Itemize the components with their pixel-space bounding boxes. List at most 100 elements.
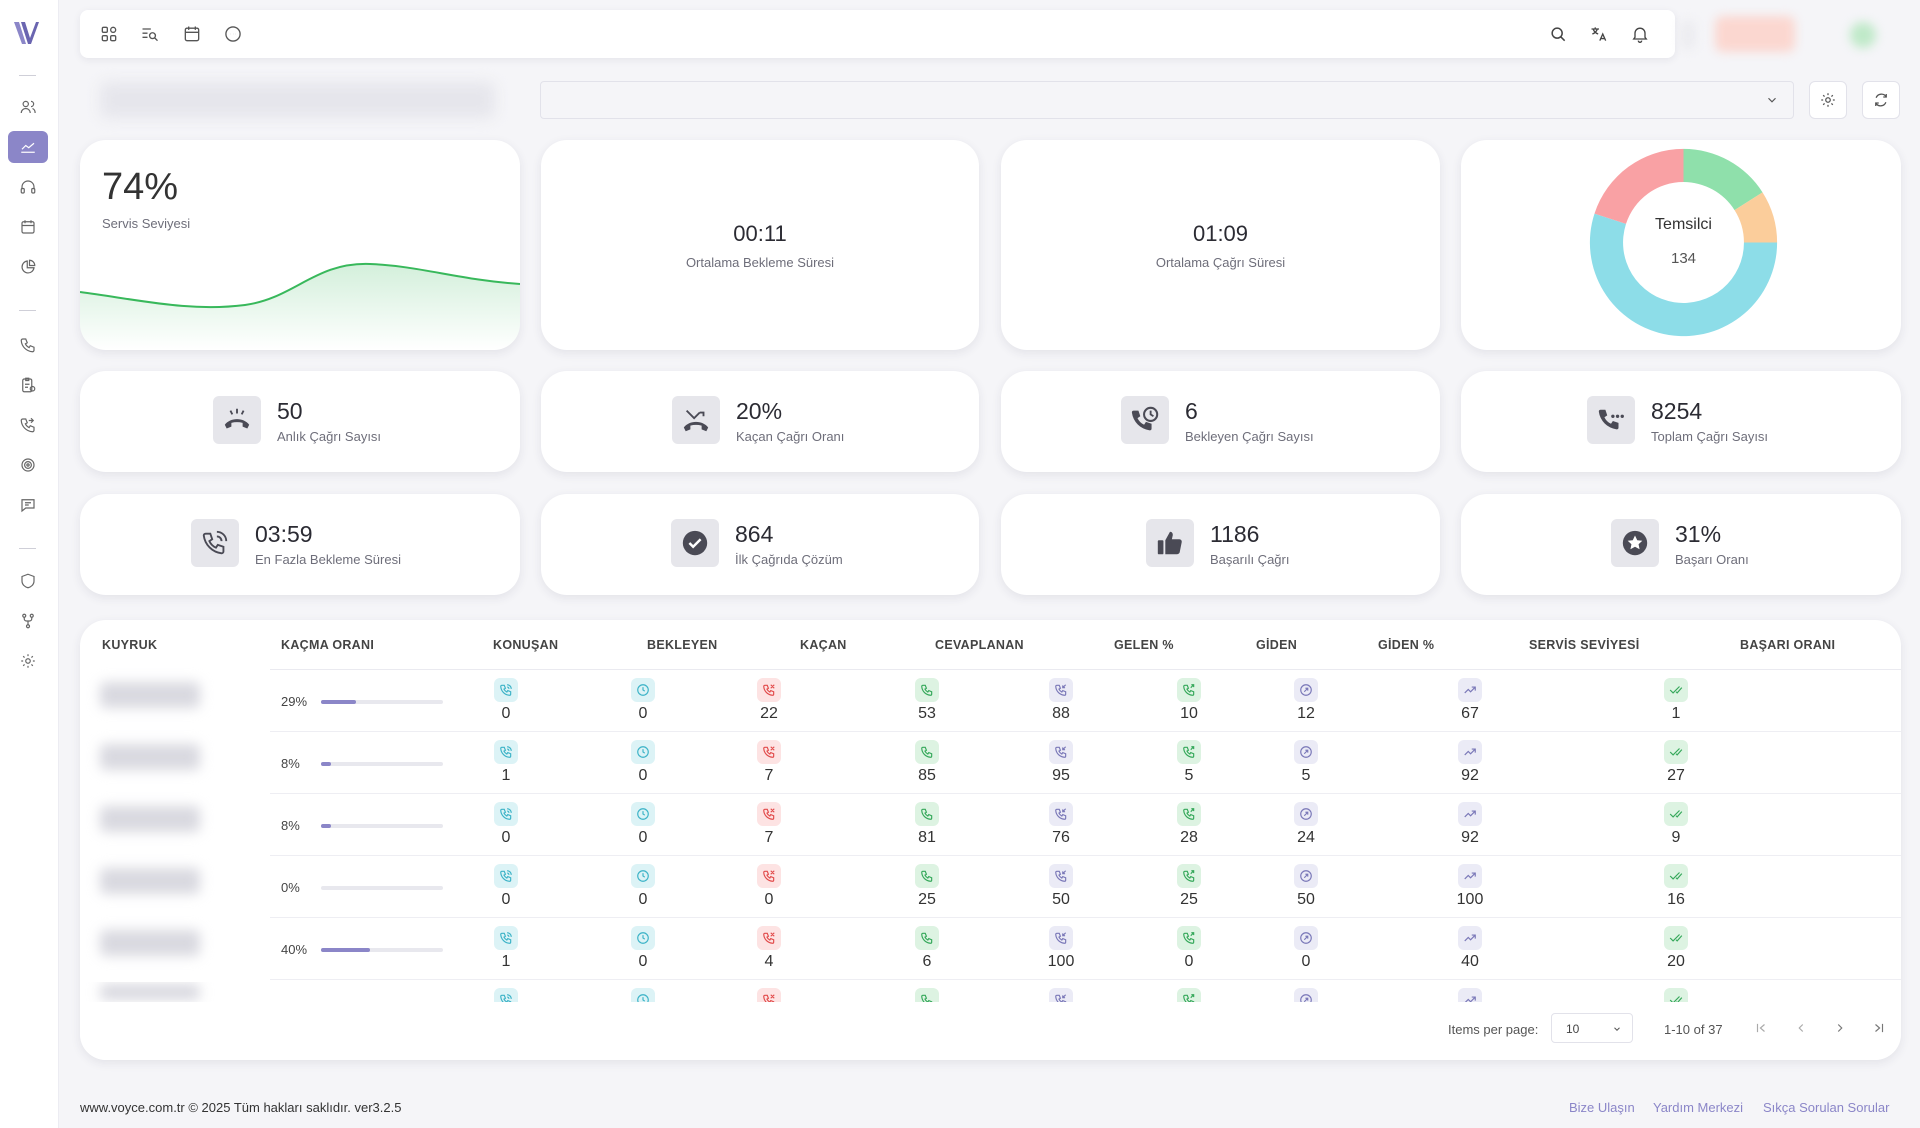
- calendar-button[interactable]: [181, 23, 203, 45]
- table-row[interactable]: 40% 1 0 4 6 100 0 0 40 20: [80, 918, 1901, 980]
- chevron-left-icon: [1798, 1024, 1804, 1032]
- column-header[interactable]: KONUŞAN: [493, 638, 559, 652]
- queue-filter-select[interactable]: [540, 81, 1794, 119]
- pagination-range: 1-10 of 37: [1664, 1022, 1723, 1037]
- table-cell: 81: [897, 802, 957, 847]
- refresh-button[interactable]: [1862, 81, 1900, 119]
- talking-phone-icon-box: [494, 802, 518, 826]
- trend-up-icon: [1464, 996, 1476, 1002]
- sidebar-item-users[interactable]: [8, 91, 48, 123]
- last-page-button[interactable]: [1868, 1017, 1890, 1039]
- table-cell: 40: [1440, 926, 1500, 971]
- clock-icon-box: [631, 926, 655, 950]
- stat-label: Anlık Çağrı Sayısı: [277, 429, 382, 444]
- sidebar-item-flows[interactable]: [8, 605, 48, 637]
- table-cell: 92: [1440, 740, 1500, 785]
- cell-value: 1: [1671, 705, 1681, 722]
- trend-up-icon: [1464, 686, 1476, 694]
- queue-table: KUYRUK KAÇMA ORANI KONUŞAN BEKLEYEN KAÇA…: [80, 620, 1901, 1060]
- sidebar-item-settings[interactable]: [8, 645, 48, 677]
- talking-phone-icon: [500, 870, 512, 882]
- missed-rate-value: 29%: [281, 694, 308, 709]
- footer-link-contact[interactable]: Bize Ulaşın: [1569, 1100, 1635, 1115]
- notifications-button[interactable]: [1629, 23, 1651, 45]
- blurred-filter-label: [100, 82, 495, 118]
- table-row[interactable]: 8% 1 0 7 85 95 5 5 92 27: [80, 732, 1901, 794]
- column-header[interactable]: KAÇAN: [800, 638, 847, 652]
- table-cell: 27: [1646, 740, 1706, 785]
- items-per-page-select[interactable]: 10: [1551, 1013, 1633, 1043]
- sidebar-item-security[interactable]: [8, 565, 48, 597]
- donut-segment[interactable]: [1683, 148, 1763, 211]
- table-row[interactable]: 29% 0 0 22 53 88 10 12 67 1: [80, 670, 1901, 732]
- missed-call-icon-box: [757, 864, 781, 888]
- table-cell: 24: [1276, 802, 1336, 847]
- footer-link-faq[interactable]: Sıkça Sorulan Sorular: [1763, 1100, 1890, 1115]
- calendar-icon: [184, 26, 200, 42]
- sidebar-item-calendar[interactable]: [8, 211, 48, 243]
- column-header[interactable]: KUYRUK: [102, 638, 158, 652]
- voyce-logo[interactable]: [11, 18, 41, 48]
- column-header[interactable]: CEVAPLANAN: [935, 638, 1024, 652]
- missed-call-icon-box: [757, 678, 781, 702]
- first-page-button[interactable]: [1750, 1017, 1772, 1039]
- outgoing-call-icon: [1183, 684, 1195, 696]
- double-check-icon: [1669, 686, 1683, 694]
- translate-button[interactable]: [1588, 23, 1610, 45]
- table-cell: 28: [1159, 802, 1219, 847]
- column-header[interactable]: GİDEN: [1256, 638, 1298, 652]
- donut-segment[interactable]: [1734, 192, 1778, 243]
- column-header[interactable]: BEKLEYEN: [647, 638, 718, 652]
- footer-link-help[interactable]: Yardım Merkezi: [1653, 1100, 1744, 1115]
- sidebar-item-phone-forward[interactable]: [8, 409, 48, 441]
- next-page-button[interactable]: [1829, 1017, 1851, 1039]
- missed-rate-bar: [321, 886, 443, 890]
- phone-forward-icon: [20, 417, 35, 433]
- outgoing-percent-icon: [1300, 870, 1312, 882]
- search-button[interactable]: [1547, 23, 1569, 45]
- grid-button[interactable]: [98, 23, 120, 45]
- donut-segment[interactable]: [1594, 148, 1684, 224]
- avg-wait-card: 00:11 Ortalama Bekleme Süresi: [541, 140, 979, 350]
- cell-value: 24: [1297, 829, 1315, 846]
- calendar-icon: [21, 220, 35, 234]
- double-check-icon: [1669, 934, 1683, 942]
- trend-up-icon: [1464, 810, 1476, 818]
- sidebar-item-phone[interactable]: [8, 329, 48, 361]
- donut-segment[interactable]: [1589, 213, 1778, 337]
- table-row[interactable]: 8% 0 0 7 81 76 28 24 92 9: [80, 794, 1901, 856]
- blurred-queue-name: [100, 984, 200, 1000]
- missed-rate-bar-fill: [321, 762, 331, 766]
- cell-value: 92: [1461, 829, 1479, 846]
- column-header[interactable]: GİDEN %: [1378, 638, 1435, 652]
- sidebar-item-reports[interactable]: [8, 251, 48, 283]
- table-cell: [1440, 988, 1500, 1002]
- sidebar-item-target[interactable]: [8, 449, 48, 481]
- agents-title: Temsilci: [1655, 216, 1712, 233]
- sidebar-item-headset[interactable]: [8, 171, 48, 203]
- chat-button[interactable]: [222, 23, 244, 45]
- phone-clock-icon: [1131, 406, 1159, 431]
- blurred-status-dot: [1850, 22, 1876, 48]
- column-header[interactable]: GELEN %: [1114, 638, 1174, 652]
- column-header[interactable]: KAÇMA ORANI: [281, 638, 375, 652]
- table-cell: 20: [1646, 926, 1706, 971]
- cell-value: 40: [1461, 953, 1479, 970]
- cell-value: 12: [1297, 705, 1315, 722]
- sidebar-item-dashboard[interactable]: [8, 131, 48, 163]
- cell-value: 100: [1047, 953, 1075, 970]
- table-row[interactable]: 0% 0 0 0 25 50 25 50 100 16: [80, 856, 1901, 918]
- sidebar-item-messages[interactable]: [8, 489, 48, 521]
- column-header[interactable]: SERVİS SEVİYESİ: [1529, 638, 1640, 652]
- incoming-call-icon: [1055, 994, 1067, 1002]
- previous-page-button[interactable]: [1790, 1017, 1812, 1039]
- column-header[interactable]: BAŞARI ORANI: [1740, 638, 1836, 652]
- check-circle-icon-box: [671, 519, 719, 567]
- sidebar-item-clipboard[interactable]: [8, 369, 48, 401]
- dashboard-settings-button[interactable]: [1809, 81, 1847, 119]
- answered-call-icon-box: [915, 678, 939, 702]
- last-page-icon: [1875, 1023, 1884, 1033]
- search-list-button[interactable]: [139, 23, 161, 45]
- stat-value: 20%: [736, 398, 783, 424]
- double-check-icon-box: [1664, 678, 1688, 702]
